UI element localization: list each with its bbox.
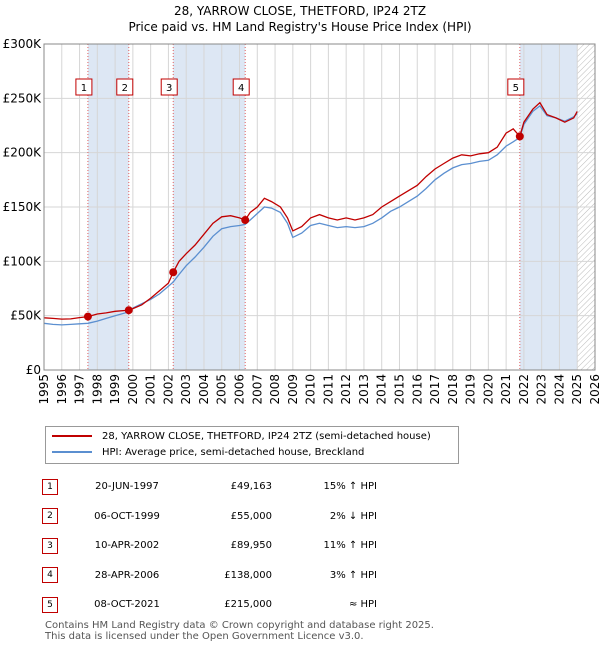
- sale-label-box: [160, 78, 178, 96]
- x-tick-label: 2022: [517, 374, 531, 405]
- sale-hpi-comparison: 3% ↑ HPI: [329, 569, 377, 581]
- y-tick-label: £250K: [3, 91, 43, 105]
- x-tick-label: 2024: [552, 374, 566, 405]
- x-tick-label: 2013: [357, 374, 371, 405]
- sale-label-number: 3: [166, 83, 172, 94]
- sale-price: £215,000: [224, 599, 272, 611]
- sale-hpi-comparison: 15% ↑ HPI: [323, 481, 377, 493]
- sale-number-badge: 1: [42, 478, 58, 495]
- x-tick-label: 1999: [108, 374, 122, 405]
- chart-subtitle: Price paid vs. HM Land Registry's House …: [128, 20, 472, 34]
- x-tick-label: 1996: [55, 374, 69, 405]
- sale-number-badge: 4: [42, 567, 58, 584]
- x-tick-label: 2003: [179, 374, 193, 405]
- sale-point: [515, 132, 524, 141]
- x-tick-label: 2018: [446, 374, 460, 405]
- chart-legend: 28, YARROW CLOSE, THETFORD, IP24 2TZ (se…: [45, 426, 459, 464]
- sale-price: £55,000: [230, 510, 272, 522]
- sale-number-badge: 3: [42, 537, 58, 554]
- x-tick-label: 2011: [321, 374, 335, 405]
- x-tick-label: 2019: [464, 374, 478, 405]
- sale-date: 06-OCT-1999: [94, 510, 160, 522]
- x-tick-label: 2002: [161, 374, 175, 405]
- legend-label-hpi: HPI: Average price, semi-detached house,…: [102, 447, 365, 458]
- legend-swatch-property: [52, 435, 92, 437]
- x-tick-label: 2008: [268, 374, 282, 405]
- x-tick-label: 2012: [339, 374, 353, 405]
- sale-point: [83, 312, 92, 321]
- legend-label-property: 28, YARROW CLOSE, THETFORD, IP24 2TZ (se…: [102, 431, 431, 442]
- x-tick-label: 2014: [375, 374, 389, 405]
- sale-number-badge: 2: [42, 508, 58, 525]
- y-tick-label: £200K: [3, 146, 43, 160]
- legend-item-property: 28, YARROW CLOSE, THETFORD, IP24 2TZ (se…: [52, 430, 431, 444]
- sale-price: £49,163: [230, 481, 272, 493]
- sale-date: 08-OCT-2021: [94, 599, 160, 611]
- chart-title: 28, YARROW CLOSE, THETFORD, IP24 2TZ: [173, 4, 427, 18]
- x-tick-label: 2023: [535, 374, 549, 405]
- x-tick-label: 2015: [392, 374, 406, 405]
- x-tick-label: 2016: [410, 374, 424, 405]
- x-tick-label: 2017: [428, 374, 442, 405]
- sale-label-number: 5: [513, 83, 519, 94]
- y-tick-label: £300K: [3, 37, 43, 51]
- x-tick-label: 1997: [73, 374, 87, 405]
- sale-label-number: 4: [238, 83, 244, 94]
- sales-table: 1 20-JUN-1997 £49,163 15% ↑ HPI 2 06-OCT-1999…: [42, 472, 377, 620]
- x-tick-label: 2009: [286, 374, 300, 405]
- sale-point: [241, 216, 250, 225]
- sale-price: £138,000: [224, 569, 272, 581]
- table-row: 2 06-OCT-1999 £55,000 2% ↓ HPI: [42, 502, 377, 532]
- footer-copyright: Contains HM Land Registry data © Crown c…: [45, 620, 434, 631]
- sale-hpi-comparison: 2% ↓ HPI: [329, 510, 377, 522]
- sale-number-badge: 5: [42, 596, 58, 613]
- sale-hpi-comparison: 11% ↑ HPI: [323, 540, 377, 552]
- table-row: 3 10-APR-2002 £89,950 11% ↑ HPI: [42, 531, 377, 561]
- x-tick-label: 2020: [481, 374, 495, 405]
- sale-label-box: [507, 78, 525, 96]
- x-tick-label: 1998: [90, 374, 104, 405]
- sale-point: [124, 306, 133, 315]
- sale-label-box: [116, 78, 134, 96]
- footer: Contains HM Land Registry data © Crown c…: [45, 620, 434, 642]
- x-tick-label: 2025: [570, 374, 584, 405]
- table-row: 5 08-OCT-2021 £215,000 ≈ HPI: [42, 590, 377, 620]
- sale-label-box: [75, 78, 93, 96]
- x-tick-label: 2026: [588, 374, 600, 405]
- sale-hpi-comparison: ≈ HPI: [348, 599, 377, 611]
- sale-date: 28-APR-2006: [94, 569, 160, 581]
- x-tick-label: 2010: [304, 374, 318, 405]
- y-tick-label: £150K: [3, 200, 43, 214]
- x-tick-label: 2006: [233, 374, 247, 405]
- sale-price: £89,950: [230, 540, 272, 552]
- y-tick-label: £100K: [3, 254, 43, 268]
- x-tick-label: 2005: [215, 374, 229, 405]
- sale-label-box: [232, 78, 250, 96]
- x-tick-label: 2001: [144, 374, 158, 405]
- footer-licence: This data is licensed under the Open Gov…: [45, 631, 364, 642]
- x-tick-label: 2007: [250, 374, 264, 405]
- sale-date: 10-APR-2002: [94, 540, 160, 552]
- x-tick-label: 2004: [197, 374, 211, 405]
- price-chart: 1 2 3 4 5 £0 £50K £100K £150K £200K £250K £300K 1995…: [3, 37, 600, 405]
- y-tick-label: £0: [26, 363, 41, 377]
- y-tick-label: £50K: [10, 309, 42, 323]
- x-tick-label: 2021: [499, 374, 513, 405]
- table-row: 1 20-JUN-1997 £49,163 15% ↑ HPI: [42, 472, 377, 502]
- x-tick-label: 2000: [126, 374, 140, 405]
- legend-swatch-hpi: [52, 451, 92, 453]
- hpi-line: [43, 104, 578, 326]
- sale-label-number: 2: [122, 83, 128, 94]
- sale-date: 20-JUN-1997: [95, 481, 159, 493]
- sale-point: [169, 268, 178, 277]
- property-price-line: [43, 101, 578, 320]
- table-row: 4 28-APR-2006 £138,000 3% ↑ HPI: [42, 561, 377, 591]
- sale-label-number: 1: [81, 83, 87, 94]
- x-tick-label: 1995: [37, 374, 51, 405]
- plot-frame: [43, 43, 596, 371]
- legend-item-hpi: HPI: Average price, semi-detached house,…: [52, 446, 364, 460]
